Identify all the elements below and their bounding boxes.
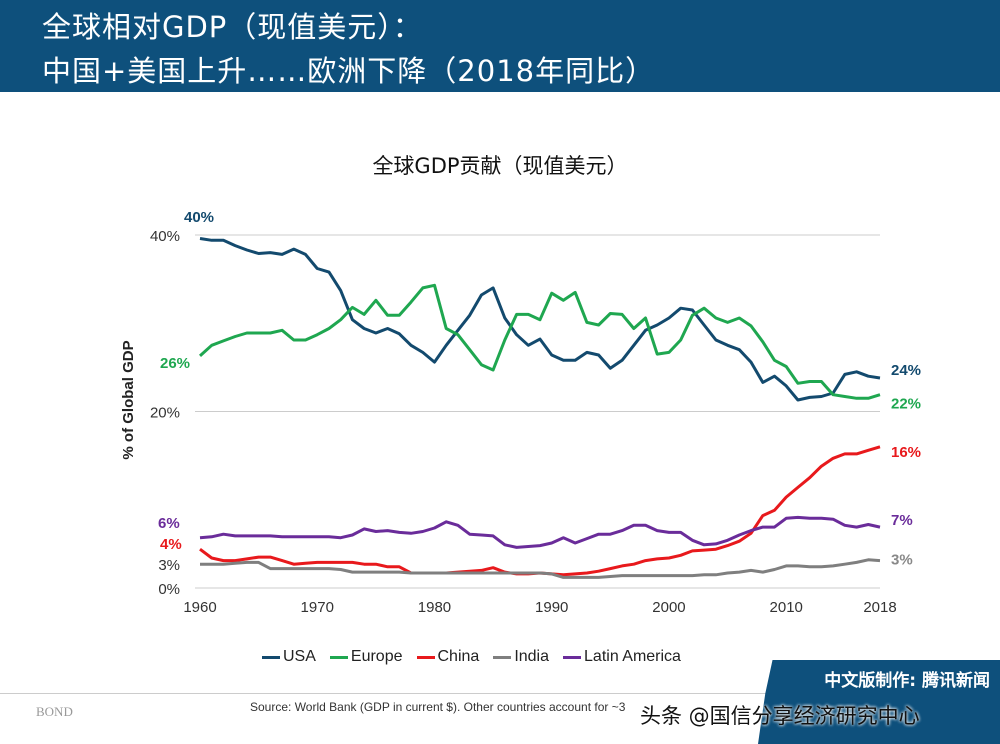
x-tick-label: 1990 xyxy=(535,599,568,616)
legend-swatch xyxy=(262,655,280,659)
badge-text: 中文版制作: 腾讯新闻 xyxy=(824,671,990,691)
series-line-usa xyxy=(199,237,881,402)
legend-label: India xyxy=(514,648,550,665)
start-label: 6% xyxy=(158,515,180,532)
legend-swatch xyxy=(329,655,348,659)
legend-label: Latin America xyxy=(584,648,681,665)
y-tick-label: 3% xyxy=(158,557,180,574)
legend-item: USA xyxy=(262,648,316,666)
legend-item: China xyxy=(416,648,480,666)
y-tick-label: 0% xyxy=(158,581,180,598)
chart-title: 全球GDP贡献（现值美元） xyxy=(372,154,628,178)
series-line-europe xyxy=(198,283,881,400)
legend-item: Latin America xyxy=(563,648,681,666)
legend-swatch xyxy=(493,655,512,659)
watermark: 头条 @国信分享经济研究中心 xyxy=(640,704,920,728)
translation-badge: 中文版制作: 腾讯新闻 xyxy=(758,660,1000,744)
end-label: 16% xyxy=(891,444,921,461)
slide-title-line1: 全球相对GDP（现值美元）： xyxy=(42,10,423,44)
y-axis-label: % of Global GDP xyxy=(120,340,137,459)
legend-swatch xyxy=(416,655,435,659)
legend-item: India xyxy=(493,648,549,666)
series-line-latin-america xyxy=(199,515,881,549)
slide-title-line2: 中国+美国上升……欧洲下降（2018年同比） xyxy=(42,54,656,88)
series-line-india xyxy=(200,558,881,579)
x-tick-label: 1980 xyxy=(418,599,451,616)
x-tick-label: 2018 xyxy=(863,599,896,616)
legend-item: Europe xyxy=(329,648,403,666)
series-line-china xyxy=(199,445,881,577)
end-label: 22% xyxy=(891,396,921,413)
start-label: 4% xyxy=(160,536,182,553)
legend-label: USA xyxy=(283,648,316,665)
chart-legend: USA Europe China India Latin America xyxy=(262,648,681,666)
x-tick-label: 1960 xyxy=(183,599,216,616)
end-label: 7% xyxy=(891,512,913,529)
x-tick-label: 2010 xyxy=(770,599,803,616)
y-tick-label: 20% xyxy=(150,405,180,422)
slide-header: 全球相对GDP（现值美元）： 中国+美国上升……欧洲下降（2018年同比） xyxy=(0,0,1000,92)
x-tick-label: 2000 xyxy=(652,599,685,616)
legend-label: China xyxy=(437,648,480,665)
bond-logo: BOND xyxy=(36,704,73,719)
legend-label: Europe xyxy=(350,648,403,665)
source-note: Source: World Bank (GDP in current $). O… xyxy=(250,700,626,714)
y-tick-label: 40% xyxy=(150,228,180,245)
end-label: 3% xyxy=(891,552,913,569)
start-label: 40% xyxy=(184,209,214,226)
legend-swatch xyxy=(563,655,582,659)
start-label: 26% xyxy=(160,355,190,372)
x-tick-label: 1970 xyxy=(301,599,334,616)
footer-divider xyxy=(0,693,1000,694)
end-label: 24% xyxy=(891,362,921,379)
